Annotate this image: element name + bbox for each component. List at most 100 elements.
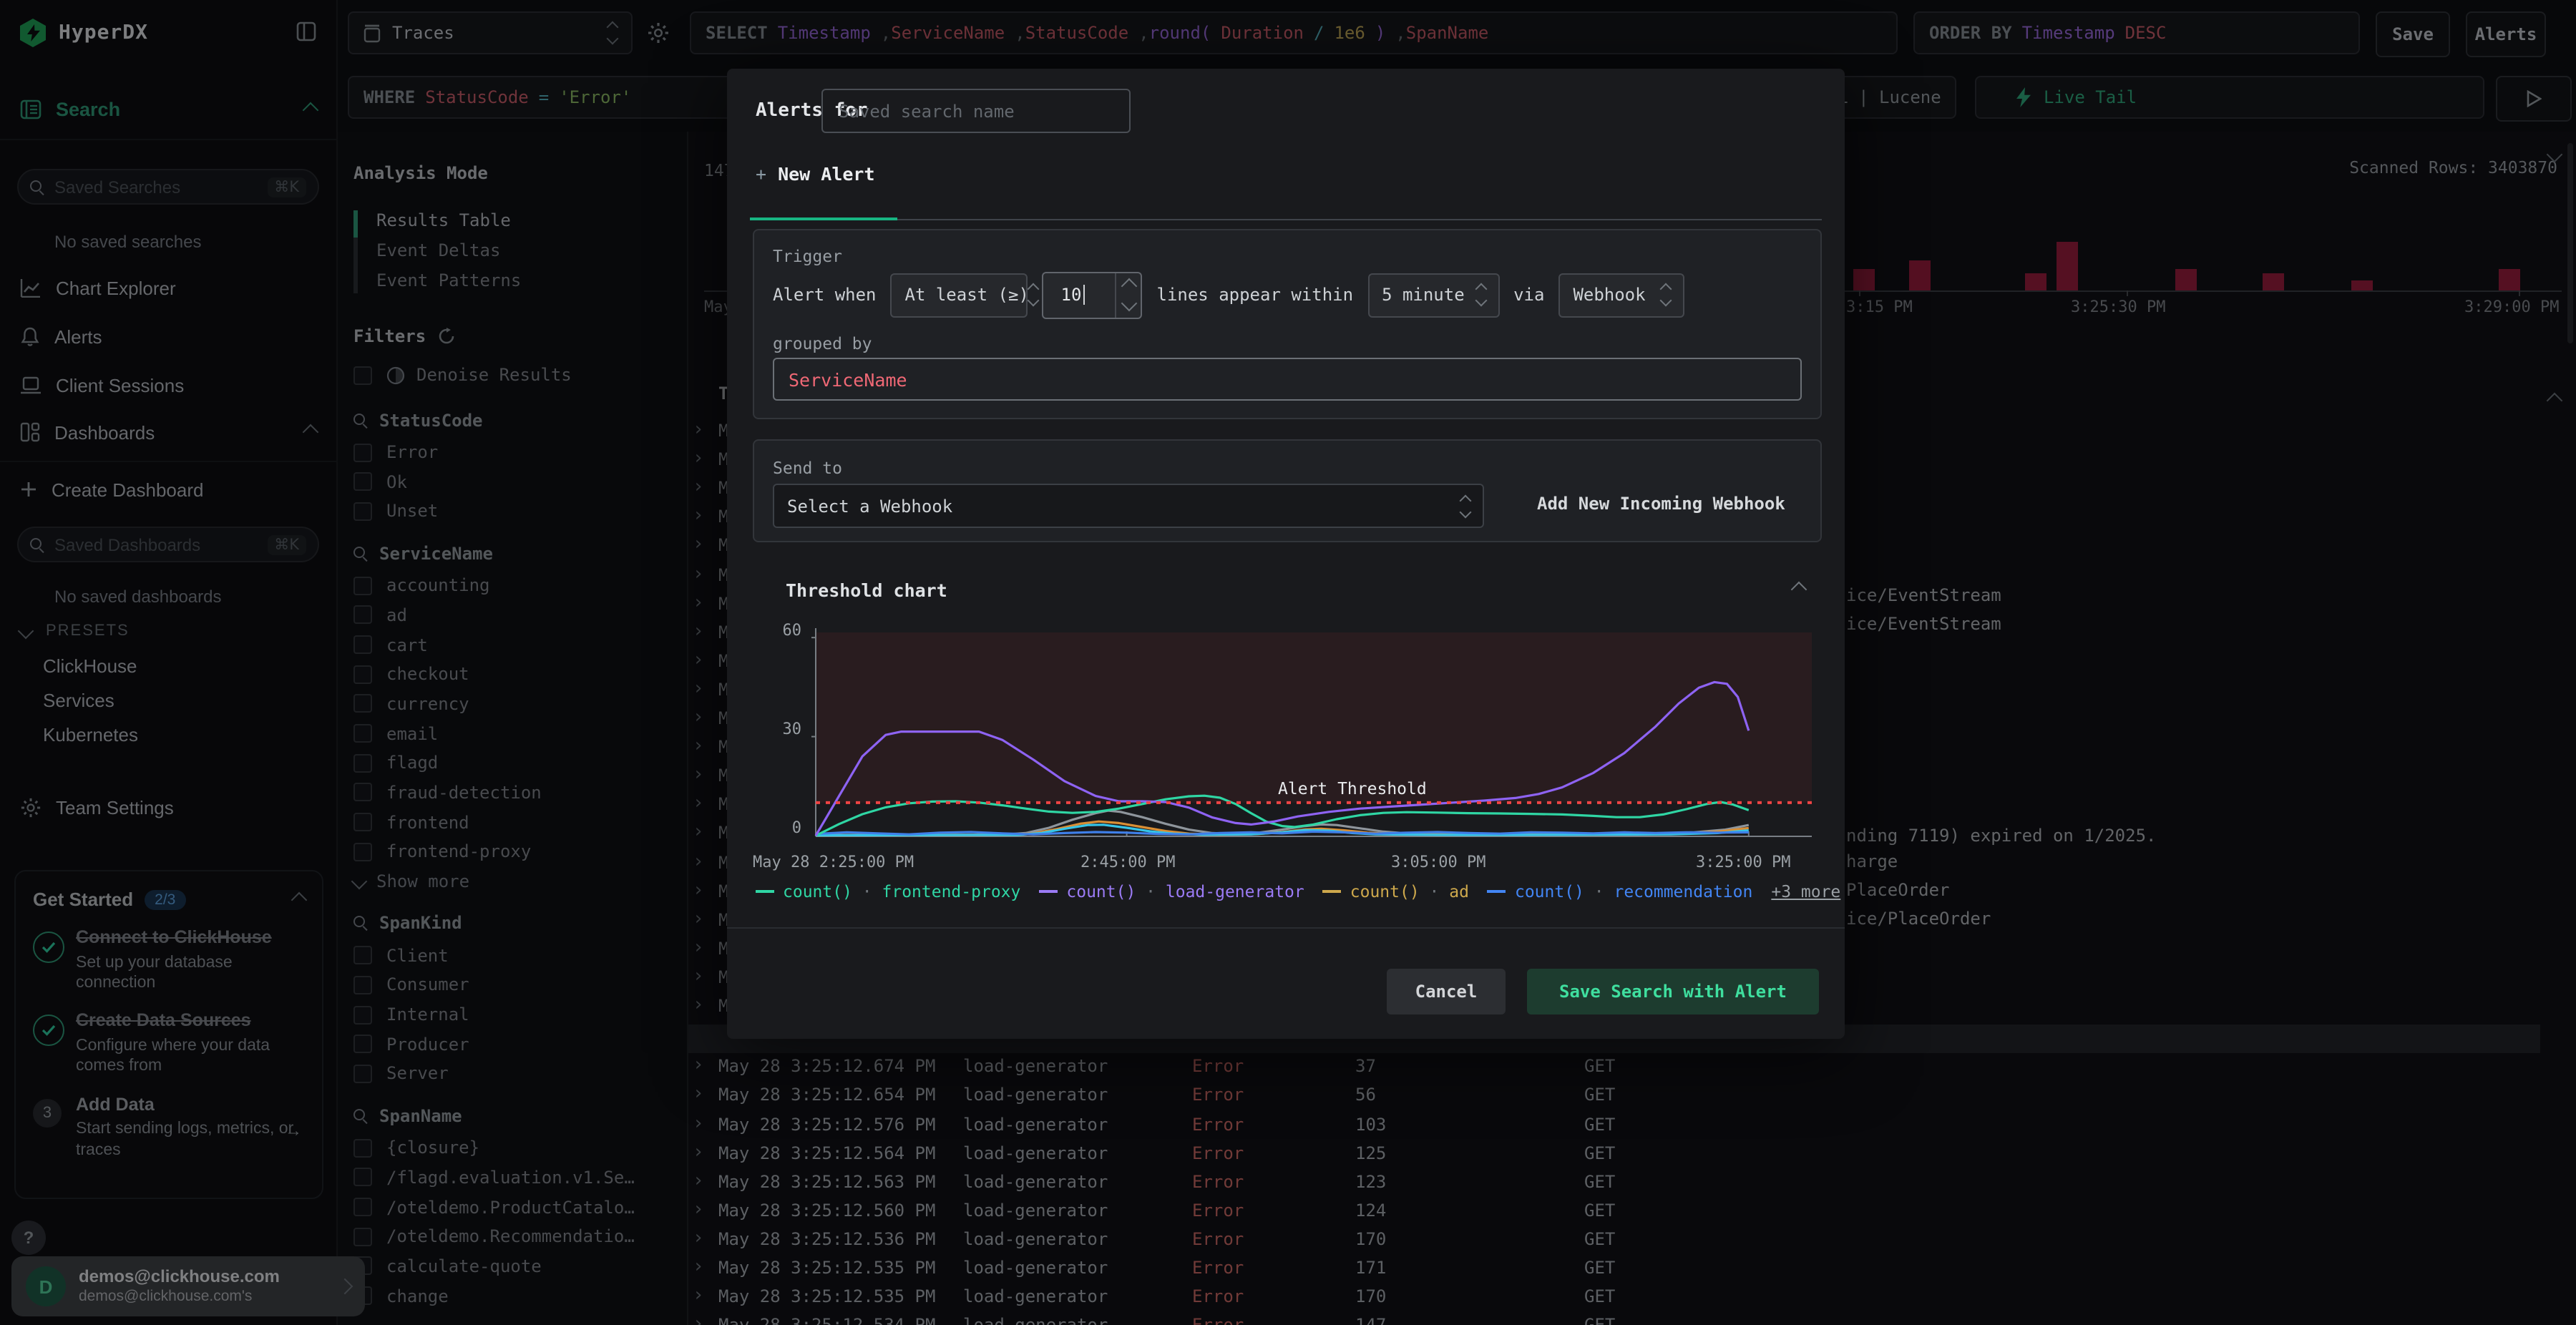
filter-option[interactable]: {closure} [353,1133,670,1163]
table-row[interactable]: › May 28 3:25:12.576 PM load-generator Erro… [688,1110,2540,1138]
table-row[interactable]: › May 28 3:25:12.535 PM load-generator Erro… [688,1253,2540,1282]
row-expand-chevron[interactable]: › [693,476,704,499]
row-expand-chevron[interactable]: › [693,821,704,844]
window-select[interactable]: 5 minute [1367,273,1500,317]
checkbox[interactable] [353,813,372,832]
show-more-button[interactable]: Show more [351,866,670,896]
sidebar-item-kubernetes[interactable]: Kubernetes [0,715,336,753]
get-started-item[interactable]: Create Data Sources Configure where your … [33,1011,305,1077]
filter-option[interactable]: Server [353,1059,670,1088]
row-expand-chevron[interactable]: › [693,707,704,728]
checkbox[interactable] [353,472,372,492]
cancel-button[interactable]: Cancel [1387,969,1506,1014]
sidebar-item-client-sessions[interactable]: Client Sessions [0,366,336,404]
checkbox[interactable] [353,443,372,462]
row-expand-chevron[interactable]: › [693,1198,704,1221]
row-expand-chevron[interactable]: › [693,1141,704,1163]
row-expand-chevron[interactable]: › [693,1314,704,1325]
legend-item[interactable]: count() · load-generator [1039,881,1304,901]
row-expand-chevron[interactable]: › [693,1170,704,1192]
legend-item[interactable]: count() · recommendation [1487,881,1752,901]
row-expand-chevron[interactable]: › [693,1227,704,1249]
tab-event-deltas[interactable]: Event Deltas [376,240,501,261]
row-expand-chevron[interactable]: › [693,649,704,671]
source-select[interactable]: Traces [348,11,633,54]
checkbox[interactable] [353,842,372,861]
saved-search-name-field[interactable] [836,99,1116,122]
row-expand-chevron[interactable]: › [693,965,704,987]
filter-option[interactable]: /oteldemo.Recommendatio… [353,1222,670,1251]
checkbox[interactable] [353,576,372,595]
table-row[interactable]: › May 28 3:25:12.534 PM load-generator Erro… [688,1311,2540,1325]
get-started-item[interactable]: Connect to ClickHouse Set up your databas… [33,927,305,994]
filter-option[interactable]: Consumer [353,970,670,999]
row-expand-chevron[interactable]: › [693,534,704,556]
select-clause-input[interactable]: SELECT Timestamp, ServiceName, StatusCode, r… [690,11,1898,54]
row-expand-chevron[interactable]: › [693,592,704,614]
filter-group-header[interactable]: SpanName [353,1106,670,1126]
row-expand-chevron[interactable]: › [693,1113,704,1134]
checkbox[interactable] [353,1064,372,1083]
scrollbar[interactable] [2567,143,2573,343]
checkbox[interactable] [353,605,372,625]
table-row[interactable]: › May 28 3:25:12.564 PM load-generator Erro… [688,1138,2540,1167]
checkbox[interactable] [353,753,372,773]
filter-option[interactable]: Ok [353,467,670,497]
checkbox[interactable] [353,694,372,713]
collapse-chart-icon[interactable] [1790,581,1807,598]
presets-header[interactable]: PRESETS [0,612,336,650]
condition-select[interactable]: At least (≥) [890,273,1040,317]
table-row[interactable]: › May 28 3:25:12.535 PM load-generator Erro… [688,1282,2540,1311]
checkbox[interactable] [353,1198,372,1217]
row-expand-chevron[interactable]: › [693,419,704,441]
create-dashboard-button[interactable]: Create Dashboard [0,471,336,508]
table-row[interactable]: › May 28 3:25:12.560 PM load-generator Erro… [688,1196,2540,1225]
table-row[interactable]: › May 28 3:25:12.536 PM load-generator Erro… [688,1225,2540,1253]
checkbox[interactable] [353,724,372,743]
legend-item[interactable]: count() · frontend-proxy [756,881,1020,901]
table-row[interactable]: › May 28 3:25:12.654 PM load-generator Erro… [688,1081,2540,1110]
refresh-icon[interactable] [437,328,454,345]
sidebar-item-dashboards[interactable]: Dashboards [0,414,336,451]
row-expand-chevron[interactable]: › [693,908,704,930]
run-query-button[interactable] [2496,76,2572,122]
order-by-input[interactable]: ORDER BY Timestamp DESC [1913,11,2360,54]
denoise-results-row[interactable]: Denoise Results [353,361,670,390]
denoise-checkbox[interactable] [353,366,372,385]
filter-option[interactable]: Producer [353,1030,670,1059]
histogram-bar[interactable] [2057,241,2078,290]
histogram-bar[interactable] [1853,268,1875,290]
row-expand-chevron[interactable]: › [693,620,704,642]
add-webhook-button[interactable]: Add New Incoming Webhook [1537,494,1785,514]
checkbox[interactable] [353,1168,372,1187]
row-expand-chevron[interactable]: › [693,994,704,1016]
filter-option[interactable]: email [353,719,670,748]
filter-option[interactable]: frontend-proxy [353,837,670,866]
checkbox[interactable] [353,665,372,684]
filter-option[interactable]: checkout [353,660,670,689]
row-expand-chevron[interactable]: › [693,793,704,815]
save-button[interactable]: Save [2376,11,2450,57]
filter-option[interactable]: currency [353,689,670,718]
filter-option[interactable]: Internal [353,1000,670,1030]
checkbox[interactable] [353,783,372,802]
sidebar-item-clickhouse[interactable]: ClickHouse [0,647,336,684]
number-stepper[interactable] [1115,273,1141,317]
checkbox[interactable] [353,1035,372,1054]
histogram-bar[interactable] [2499,268,2520,290]
filter-option[interactable]: ad [353,600,670,630]
filter-option[interactable]: flagd [353,748,670,778]
row-expand-chevron[interactable]: › [693,764,704,786]
histogram-bar[interactable] [2263,273,2284,290]
filter-option[interactable]: /flagd.evaluation.v1.Se… [353,1163,670,1192]
user-account-chip[interactable]: D demos@clickhouse.com demos@clickhouse.… [11,1256,365,1316]
tab-new-alert[interactable]: + New Alert [756,163,875,185]
row-expand-chevron[interactable]: › [693,1285,704,1307]
help-button[interactable]: ? [11,1221,46,1255]
row-expand-chevron[interactable]: › [693,1256,704,1278]
live-tail-button[interactable]: Live Tail [1975,76,2484,119]
sidebar-item-chart-explorer[interactable]: Chart Explorer [0,269,336,306]
channel-select[interactable]: Webhook [1558,273,1685,317]
checkbox[interactable] [353,1005,372,1025]
row-expand-chevron[interactable]: › [693,851,704,872]
